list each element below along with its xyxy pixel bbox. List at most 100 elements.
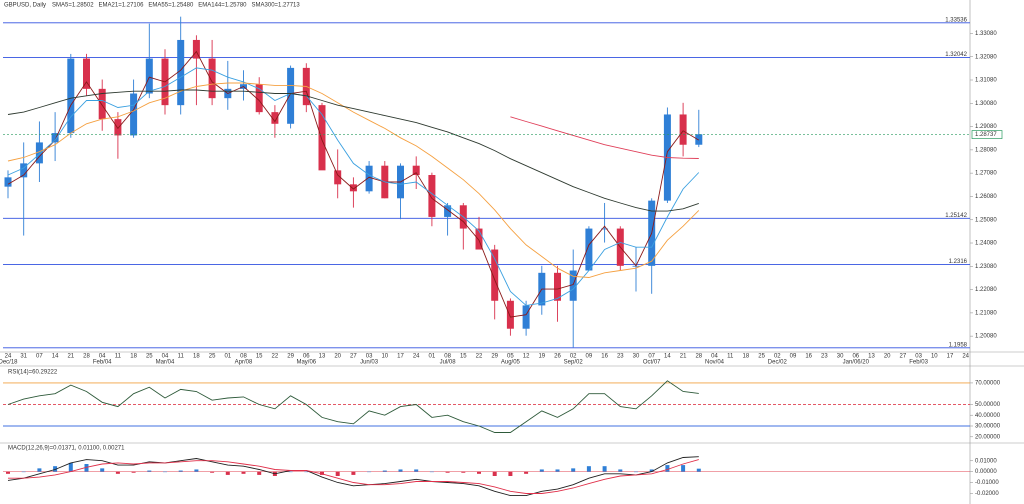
histogram-bar (681, 465, 686, 472)
histogram-bar (225, 471, 230, 475)
rsi-title: RSI(14)=60.29222 (8, 370, 58, 376)
histogram-bar (429, 471, 434, 473)
x-tick-label: 21 (680, 354, 687, 360)
x-month-label: Oct/07 (643, 360, 661, 366)
histogram-bar (367, 471, 372, 473)
x-month-label: Jun/03 (360, 360, 379, 366)
histogram-bar (37, 468, 42, 472)
histogram-bar (194, 469, 199, 472)
x-tick-label: 16 (805, 354, 812, 360)
candle-body (145, 58, 153, 94)
x-month-label: Dec/18 (0, 360, 18, 366)
x-tick-label: 20 (334, 354, 341, 360)
y-tick-label: 1.24080 (975, 241, 997, 247)
x-tick-label: 29 (287, 354, 294, 360)
x-tick-label: 02 (774, 354, 781, 360)
x-tick-label: 24 (413, 354, 420, 360)
x-tick-label: 28 (695, 354, 702, 360)
histogram-bar (131, 471, 136, 473)
indicator-line (7, 82, 700, 278)
y-tick-label: 1.21080 (975, 310, 997, 316)
x-tick-label: 10 (931, 354, 938, 360)
histogram-bar (115, 471, 120, 474)
histogram-bar (382, 470, 387, 472)
x-month-label: Mar/04 (156, 360, 175, 366)
candle-body (83, 58, 90, 89)
x-month-label: Aug/05 (501, 360, 521, 366)
level-label: 1.1958 (949, 342, 968, 348)
legend-entry: EMA21=1.27106 (99, 3, 145, 9)
y-tick-label: 70.00000 (975, 381, 1001, 387)
y-tick-label: 1.26080 (975, 194, 997, 200)
x-tick-label: 30 (633, 354, 640, 360)
candle-body (475, 228, 483, 250)
y-tick-label: 1.25080 (975, 217, 997, 223)
histogram-bar (555, 469, 560, 472)
y-tick-label: 50.00000 (975, 402, 1001, 408)
x-tick-label: 01 (429, 354, 436, 360)
x-month-label: Feb/03 (909, 360, 928, 366)
candle-body (491, 249, 499, 301)
x-tick-label: 26 (554, 354, 561, 360)
histogram-bar (649, 469, 654, 472)
level-label: 1.2316 (949, 259, 968, 265)
legend-entry: EMA144=1.25780 (198, 3, 247, 9)
candle-body (554, 272, 561, 301)
y-tick-label: -0.01000 (975, 480, 999, 486)
histogram-bar (163, 471, 167, 473)
x-tick-label: 06 (303, 354, 310, 360)
indicator-line (7, 380, 699, 433)
histogram-bar (335, 471, 340, 476)
x-tick-label: 15 (460, 354, 467, 360)
histogram-bar (492, 471, 497, 476)
candle-body (412, 165, 420, 176)
histogram-bar (461, 471, 466, 473)
histogram-bar (524, 471, 529, 474)
candle-body (271, 112, 279, 124)
histogram-bar (539, 469, 544, 472)
indicator-line (8, 459, 699, 494)
x-tick-label: 25 (146, 354, 153, 360)
histogram-bar (445, 471, 450, 473)
x-tick-label: 18 (193, 354, 200, 360)
x-tick-label: 23 (617, 354, 624, 360)
x-tick-label: 15 (256, 354, 263, 360)
candle-body (67, 58, 75, 134)
histogram-bar (241, 471, 246, 474)
x-month-label: Jan/06/20 (843, 360, 870, 366)
y-tick-label: 1.33080 (975, 31, 997, 37)
candle-body (4, 177, 12, 187)
x-tick-label: 25 (209, 354, 216, 360)
x-tick-label: 07 (648, 354, 655, 360)
x-tick-label: 14 (52, 354, 59, 360)
x-month-label: Apr/08 (235, 360, 253, 366)
candle-body (114, 119, 122, 136)
x-tick-label: 13 (319, 354, 326, 360)
x-tick-label: 27 (900, 354, 907, 360)
candle-body (20, 163, 28, 178)
histogram-bar (634, 471, 638, 473)
x-tick-label: 06 (852, 354, 859, 360)
x-tick-label: 24 (962, 354, 969, 360)
last-price-label: 1.28737 (975, 132, 997, 138)
candle-body (318, 105, 326, 171)
candle-body (695, 134, 703, 145)
candle-body (255, 84, 263, 113)
x-tick-label: 31 (20, 354, 27, 360)
histogram-bar (602, 466, 607, 472)
y-tick-label: 0.01000 (975, 458, 997, 464)
last-price-box (971, 130, 1003, 139)
x-tick-label: 13 (868, 354, 875, 360)
x-tick-label: 23 (821, 354, 828, 360)
x-tick-label: 03 (366, 354, 373, 360)
histogram-bar (6, 471, 10, 474)
x-tick-label: 03 (915, 354, 922, 360)
x-month-label: Jul/08 (440, 360, 457, 366)
candle-body (349, 184, 357, 192)
indicator-line (7, 50, 700, 318)
x-tick-label: 24 (5, 354, 12, 360)
candle-body (51, 133, 59, 143)
candle-body (208, 58, 216, 99)
histogram-bar (320, 471, 324, 475)
